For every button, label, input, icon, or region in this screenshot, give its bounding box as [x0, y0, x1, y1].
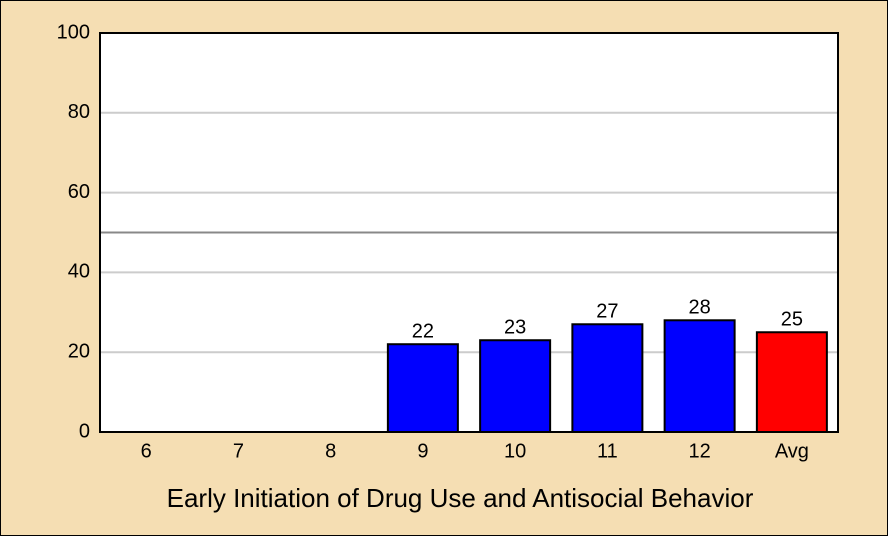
value-label: 27: [596, 301, 618, 323]
value-label: 22: [412, 321, 434, 343]
bar: [571, 323, 644, 433]
y-tick-label: 20: [68, 340, 90, 362]
y-tick-label: 100: [57, 21, 90, 43]
x-tick-label: Avg: [775, 440, 809, 462]
value-label: 23: [504, 317, 526, 339]
y-tick-label: 80: [68, 101, 90, 123]
y-tick-label: 0: [79, 420, 90, 442]
bar: [479, 339, 552, 434]
x-tick-label: 7: [233, 440, 244, 462]
x-tick-label: 8: [325, 440, 336, 462]
value-label: 28: [689, 297, 711, 319]
y-tick-label: 60: [68, 181, 90, 203]
x-tick-label: 9: [417, 440, 428, 462]
y-tick-label: 40: [68, 261, 90, 283]
x-tick-label: 11: [597, 440, 618, 462]
x-tick-label: 6: [141, 440, 152, 462]
bar: [755, 331, 828, 433]
bar: [386, 343, 459, 433]
chart-title: Early Initiation of Drug Use and Antisoc…: [167, 483, 754, 513]
bar: [663, 319, 736, 433]
plot-border: [99, 32, 839, 433]
x-tick-label: 10: [504, 440, 526, 462]
x-tick-label: 12: [689, 440, 711, 462]
value-label: 25: [781, 309, 803, 331]
